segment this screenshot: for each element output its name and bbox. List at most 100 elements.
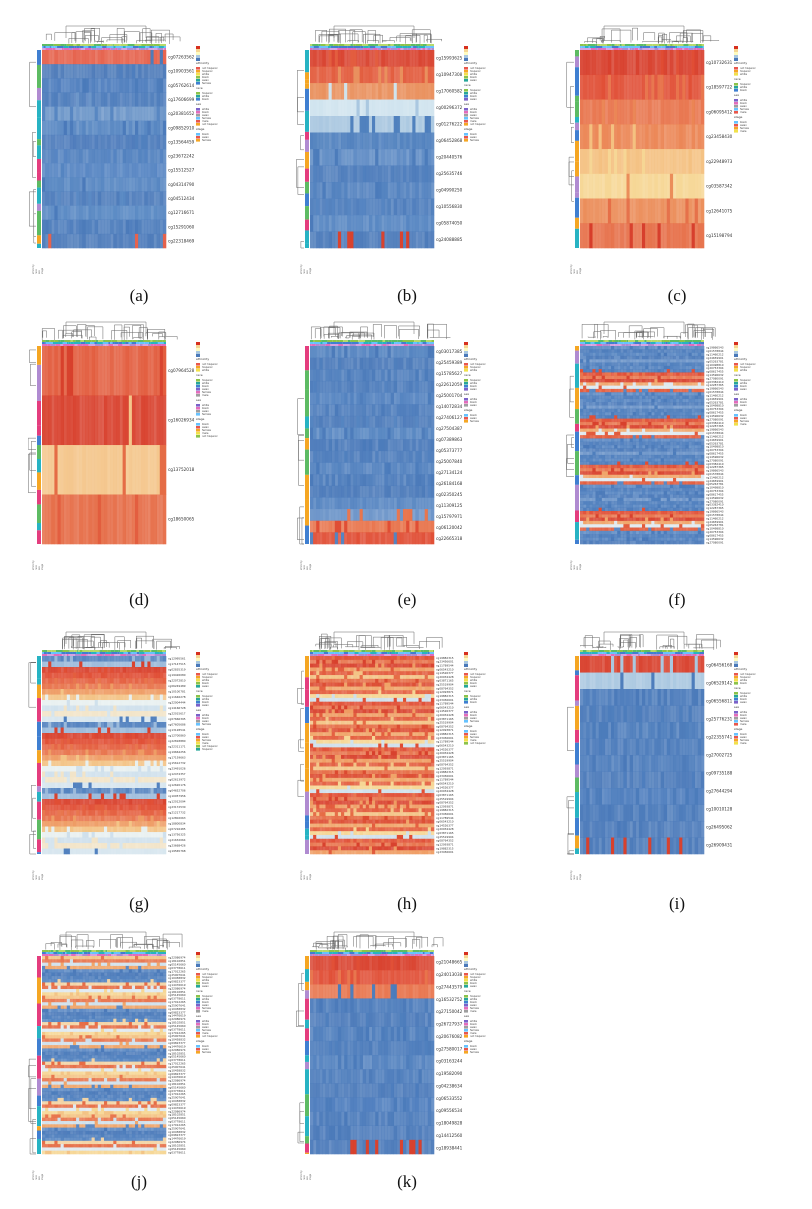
legend-entry: female xyxy=(740,719,749,723)
legend-entry: hispanic xyxy=(470,994,481,998)
legend-entry: white xyxy=(202,978,210,982)
row-label: cg05145660 xyxy=(168,993,186,997)
row-label: cg17159663 xyxy=(168,756,186,760)
legend-entry: black xyxy=(202,716,209,720)
row-label: cg26184168 xyxy=(436,481,463,486)
legend-entry: female xyxy=(740,419,749,423)
heatmap-panel-e: cg03017385 cg25459389 cg15785627 cg22612059… xyxy=(296,320,526,584)
row-label: cg12620176 xyxy=(168,783,186,787)
legend-entry: female xyxy=(470,1050,479,1054)
row-label: cg03778611 xyxy=(168,1027,186,1031)
row-label: cg25635746 xyxy=(436,171,463,176)
column-annotation-track xyxy=(310,650,434,652)
row-label: cg25519904 xyxy=(436,797,454,801)
row-labels: cg10732631 cg18597722 cg06095412 cg23458430… xyxy=(706,60,733,238)
legend-title: sex xyxy=(196,398,201,402)
row-annotation-strip xyxy=(305,656,309,854)
legend-entry: not hispanic xyxy=(202,362,218,366)
legend-entry: black xyxy=(202,75,209,79)
legend-entry: black xyxy=(470,713,477,717)
row-label: cg15512527 xyxy=(168,168,195,173)
row-label: cg27134124 xyxy=(436,470,463,475)
row-label: cg20753304 xyxy=(706,366,724,370)
legend-entry: black xyxy=(740,697,747,701)
legend-entry: white xyxy=(470,381,478,385)
row-label: cg12287365 xyxy=(706,465,724,469)
legend-entry: black xyxy=(740,88,747,92)
legend-entry: hispanic xyxy=(202,378,213,382)
row-label: cg18800834 xyxy=(168,822,186,826)
row-label: cg07964528 xyxy=(168,368,195,373)
row-label: cg14526377 xyxy=(436,785,454,789)
legend-entry: female xyxy=(470,1028,479,1032)
row-label: cg06543210 xyxy=(436,667,454,671)
row-dendrogram xyxy=(28,661,36,855)
row-label: cg18102851 xyxy=(168,1082,186,1086)
svg-text:race: race xyxy=(35,565,38,570)
row-label: cg23172530 xyxy=(168,805,186,809)
legend-title: ethnicity xyxy=(196,61,209,65)
row-label: cg19565768 xyxy=(168,849,186,853)
row-label: cg27150042 xyxy=(436,1009,463,1014)
legend-entry: asian xyxy=(470,1047,477,1051)
legend-entry: hispanic xyxy=(470,975,481,979)
row-label: cg08617455 xyxy=(706,370,724,374)
row-dendrogram xyxy=(27,349,36,494)
column-annotation-track xyxy=(42,48,166,50)
row-labels: cg19866543cg01578844cg11460212cg24659901… xyxy=(706,346,724,545)
legend-entry: asian xyxy=(202,78,209,82)
row-annotation-strip xyxy=(575,346,579,544)
heatmap-f: cg19866543cg01578844cg11460212cg24659901… xyxy=(566,321,756,570)
legend-entry: black xyxy=(202,384,209,388)
row-label: cg06556811 xyxy=(706,698,733,703)
annotation-footer: ethnicity race sex stage xyxy=(32,264,44,274)
column-annotation-track xyxy=(42,344,166,346)
row-label: cg12474357 xyxy=(168,772,186,776)
legend-entry: hispanic xyxy=(202,747,213,751)
legend-title: race xyxy=(734,686,741,690)
row-label: cg03382410 xyxy=(706,503,724,507)
legend-entry: asian xyxy=(740,104,747,108)
row-label: cg20753304 xyxy=(706,530,724,534)
legend-entry: asian xyxy=(470,1025,477,1029)
row-label: cg06529142 xyxy=(706,680,733,685)
panel-caption: (j) xyxy=(130,1172,148,1191)
row-label: cg15612732 xyxy=(168,761,186,765)
legend-entry: asian xyxy=(470,135,477,139)
row-label: cg19882315 xyxy=(436,732,454,736)
legend-entry: male xyxy=(470,738,477,742)
row-label: cg12012094 xyxy=(168,800,186,804)
legend-entry: black xyxy=(470,681,477,685)
row-label: cg05145660 xyxy=(168,963,186,967)
legend-entry: black xyxy=(470,700,477,704)
row-label: cg08764352 xyxy=(436,763,454,767)
row-label: cg19664256 xyxy=(168,750,186,754)
row-label: cg10458832 xyxy=(168,1099,186,1103)
column-annotation-track xyxy=(580,48,704,50)
legend-entry: asian xyxy=(470,1003,477,1007)
column-annotation-track xyxy=(310,952,434,954)
legend-entry: black xyxy=(740,713,747,717)
row-label: cg22086974 xyxy=(168,956,186,960)
heatmap-panel-c: cg10732631 cg18597722 cg06095412 cg23458430… xyxy=(566,24,796,288)
row-label: cg22318469 xyxy=(168,238,195,243)
legend-title: stage xyxy=(464,127,472,131)
legend-entry: black xyxy=(202,1044,209,1048)
row-label: cg25907641 xyxy=(168,1003,186,1007)
column-annotation-track xyxy=(580,344,704,346)
row-label: cg14476619 xyxy=(168,983,186,987)
legend-entry: black xyxy=(202,406,209,410)
legend-entry: female xyxy=(740,738,749,742)
row-label: cg14526377 xyxy=(436,747,454,751)
legend-entry: black xyxy=(202,700,209,704)
legend-entry: black xyxy=(202,132,209,136)
row-label: cg27080091 xyxy=(706,499,724,503)
legend-entry: white xyxy=(740,381,748,385)
row-label: cg27080091 xyxy=(706,376,724,380)
legend-entry: male xyxy=(740,110,747,114)
row-label: cg12287365 xyxy=(706,424,724,428)
legend-entry: white xyxy=(470,678,478,682)
legend-entry: female xyxy=(202,738,211,742)
